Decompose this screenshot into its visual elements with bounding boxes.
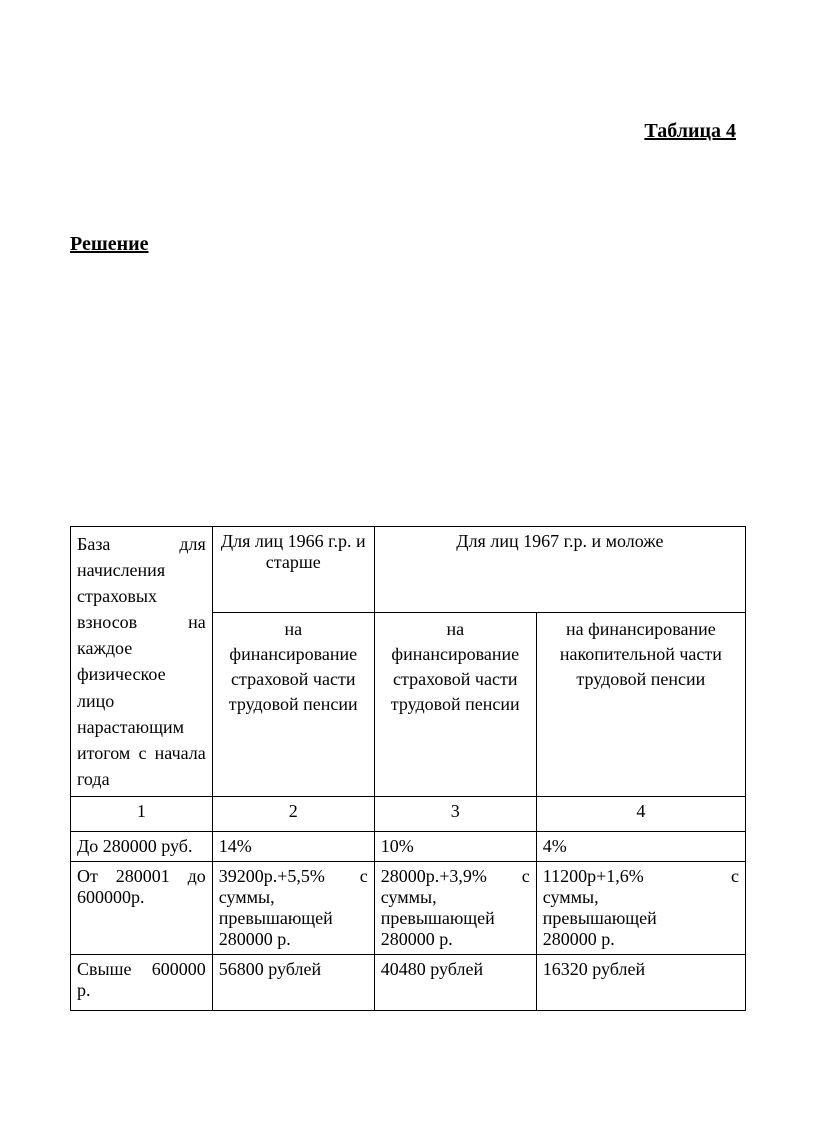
header-row-1: База дляначислениястраховыхвзносов накаж… [71,527,746,613]
r2c4: 11200р+1,6% ссуммы,превышающей280000 р. [536,861,745,954]
table-number-title: Таблица 4 [70,120,736,143]
data-row-1: До 280000 руб. 14% 10% 4% [71,831,746,861]
r1c4: 4% [536,831,745,861]
r3c2: 56800 рублей [212,954,374,1010]
r2c3: 28000р.+3,9% ссуммы,превышающей280000 р. [374,861,536,954]
r3c3: 40480 рублей [374,954,536,1010]
r3c1: Свыше 600000р. [71,954,213,1010]
subheader-col2: на финансирование страховой части трудов… [212,612,374,796]
r2c1: От 280001 до600000р. [71,861,213,954]
header-group-1966: Для лиц 1966 г.р. и старше [212,527,374,613]
num-4: 4 [536,796,745,831]
r3c4: 16320 рублей [536,954,745,1010]
num-3: 3 [374,796,536,831]
num-2: 2 [212,796,374,831]
r1c3: 10% [374,831,536,861]
header-base: База дляначислениястраховыхвзносов накаж… [71,527,213,797]
subheader-col3: на финансирование страховой части трудов… [374,612,536,796]
r2c2: 39200р.+5,5% ссуммы,превышающей280000 р. [212,861,374,954]
number-row: 1 2 3 4 [71,796,746,831]
section-title: Решение [70,233,746,256]
r1c1: До 280000 руб. [71,831,213,861]
subheader-col4: на финансирование накопительной части тр… [536,612,745,796]
num-1: 1 [71,796,213,831]
pension-table: База дляначислениястраховыхвзносов накаж… [70,526,746,1011]
data-row-3: Свыше 600000р. 56800 рублей 40480 рублей… [71,954,746,1010]
data-row-2: От 280001 до600000р. 39200р.+5,5% ссуммы… [71,861,746,954]
r1c2: 14% [212,831,374,861]
header-group-1967: Для лиц 1967 г.р. и моложе [374,527,745,613]
